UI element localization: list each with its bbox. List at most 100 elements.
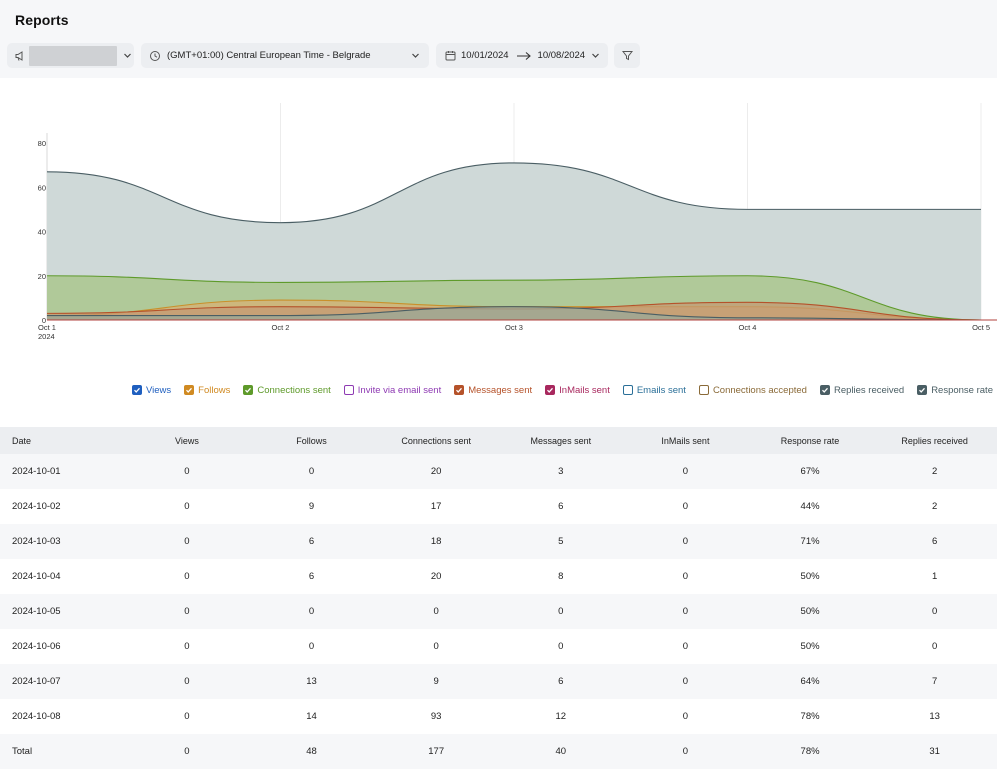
legend-item-views[interactable]: Views — [132, 383, 171, 397]
table-cell: 78% — [747, 734, 873, 769]
table-cell: 2024-10-08 — [0, 699, 125, 734]
report-table: Date Views Follows Connections sent Messages… — [0, 427, 997, 769]
y-tick-label: 60 — [38, 183, 46, 192]
table-cell: 18 — [373, 524, 499, 559]
table-cell: 0 — [498, 629, 624, 664]
column-header-connections-sent[interactable]: Connections sent — [373, 427, 499, 454]
table-row: 2024-10-01 0 0 20 3 0 67% 2 — [0, 454, 997, 489]
date-start: 10/01/2024 — [461, 50, 509, 61]
checkbox-checked-icon[interactable] — [454, 385, 465, 395]
checkbox-unchecked-icon[interactable] — [622, 385, 633, 395]
table-cell: 1 — [872, 559, 997, 594]
table-cell: 40 — [498, 734, 624, 769]
legend-label: Messages sent — [468, 384, 533, 396]
legend-item-inmails-sent[interactable]: InMails sent — [545, 383, 610, 397]
x-tick-label: Oct 1 — [38, 323, 56, 332]
legend-item-follows[interactable]: Follows — [184, 383, 230, 397]
legend-item-messages-sent[interactable]: Messages sent — [454, 383, 532, 397]
column-header-follows[interactable]: Follows — [249, 427, 374, 454]
table-row: 2024-10-03 0 6 18 5 0 71% 6 — [0, 524, 997, 559]
campaign-select[interactable] — [7, 43, 134, 68]
chevron-down-icon — [411, 51, 420, 60]
table-cell: 9 — [249, 489, 374, 524]
campaign-name-redacted — [29, 45, 117, 66]
table-cell: 2024-10-07 — [0, 664, 125, 699]
chart-legend: Views Follows Connections sent Invite via e… — [132, 383, 993, 397]
table-row: 2024-10-04 0 6 20 8 0 50% 1 — [0, 559, 997, 594]
checkbox-unchecked-icon[interactable] — [343, 385, 354, 395]
table-cell: 2024-10-03 — [0, 524, 125, 559]
series-area-replies-received — [47, 306, 981, 320]
table-cell: 5 — [498, 524, 624, 559]
table-cell: 0 — [623, 699, 748, 734]
legend-item-replies-received[interactable]: Replies received — [819, 383, 905, 397]
legend-item-emails-sent[interactable]: Emails sent — [622, 383, 686, 397]
legend-item-connections-sent[interactable]: Connections sent — [243, 383, 331, 397]
filter-button[interactable] — [614, 43, 640, 68]
series-line-replies-received — [46, 306, 982, 321]
table-cell: 0 — [498, 594, 624, 629]
table-cell: 0 — [872, 594, 997, 629]
column-header-response-rate[interactable]: Response rate — [747, 427, 873, 454]
table-cell: 3 — [498, 454, 624, 489]
legend-label: Response rate — [931, 384, 993, 396]
timezone-label: (GMT+01:00) Central European Time - Belg… — [167, 50, 371, 61]
table-cell: 6 — [249, 559, 374, 594]
table-cell: 2 — [872, 489, 997, 524]
table-total-row: Total 0 48 177 40 0 78% 31 — [0, 734, 997, 769]
legend-item-invite-via-email[interactable]: Invite via email sent — [343, 383, 441, 397]
table-cell: 0 — [373, 629, 499, 664]
table-cell: 67% — [747, 454, 873, 489]
date-range-picker[interactable]: 10/01/2024 10/08/2024 — [436, 43, 608, 68]
y-tick-label: 40 — [38, 228, 46, 237]
table-cell: 0 — [124, 699, 250, 734]
date-end: 10/08/2024 — [537, 50, 586, 61]
table-cell: 20 — [373, 454, 499, 489]
table-cell: 20 — [373, 559, 499, 594]
table-cell: 6 — [498, 489, 624, 524]
table-cell: 93 — [373, 699, 499, 734]
table-row: 2024-10-06 0 0 0 0 0 50% 0 — [0, 629, 997, 664]
table-cell: 50% — [747, 629, 873, 664]
x-tick-label: Oct 5 — [972, 323, 990, 332]
table-cell: 0 — [623, 594, 748, 629]
table-cell: 0 — [249, 594, 374, 629]
column-header-views[interactable]: Views — [124, 427, 250, 454]
series-line-connections-sent — [46, 275, 982, 321]
table-cell: 0 — [124, 524, 250, 559]
column-header-inmails-sent[interactable]: InMails sent — [623, 427, 748, 454]
clock-icon — [149, 50, 161, 62]
table-row: 2024-10-02 0 9 17 6 0 44% 2 — [0, 489, 997, 524]
table-cell: 0 — [623, 734, 748, 769]
timezone-select[interactable]: (GMT+01:00) Central European Time - Belg… — [141, 43, 429, 68]
table-cell: 2024-10-06 — [0, 629, 125, 664]
series-line-response-rate — [46, 162, 981, 224]
checkbox-checked-icon[interactable] — [132, 385, 142, 395]
table-cell: Total — [0, 734, 125, 769]
checkbox-checked-icon[interactable] — [819, 385, 830, 395]
table-cell: 48 — [249, 734, 374, 769]
table-cell: 0 — [872, 629, 997, 664]
legend-item-connections-accepted[interactable]: Connections accepted — [698, 383, 807, 397]
table-cell: 7 — [872, 664, 997, 699]
table-row: 2024-10-08 0 14 93 12 0 78% 13 — [0, 699, 997, 734]
checkbox-checked-icon[interactable] — [917, 385, 928, 395]
column-header-replies-received[interactable]: Replies received — [872, 427, 997, 454]
table-cell: 0 — [124, 734, 250, 769]
table-cell: 44% — [747, 489, 873, 524]
checkbox-checked-icon[interactable] — [243, 385, 254, 395]
table-cell: 50% — [747, 559, 873, 594]
checkbox-checked-icon[interactable] — [545, 385, 556, 395]
checkbox-unchecked-icon[interactable] — [698, 385, 709, 395]
column-header-date[interactable]: Date — [0, 427, 125, 454]
legend-label: Replies received — [833, 384, 905, 396]
checkbox-checked-icon[interactable] — [184, 385, 195, 395]
table-cell: 0 — [124, 664, 250, 699]
table-cell: 78% — [747, 699, 873, 734]
column-header-messages-sent[interactable]: Messages sent — [498, 427, 624, 454]
legend-item-response-rate[interactable]: Response rate — [917, 383, 993, 397]
table-cell: 2024-10-04 — [0, 559, 125, 594]
legend-label: InMails sent — [559, 384, 610, 396]
table-cell: 0 — [124, 594, 250, 629]
